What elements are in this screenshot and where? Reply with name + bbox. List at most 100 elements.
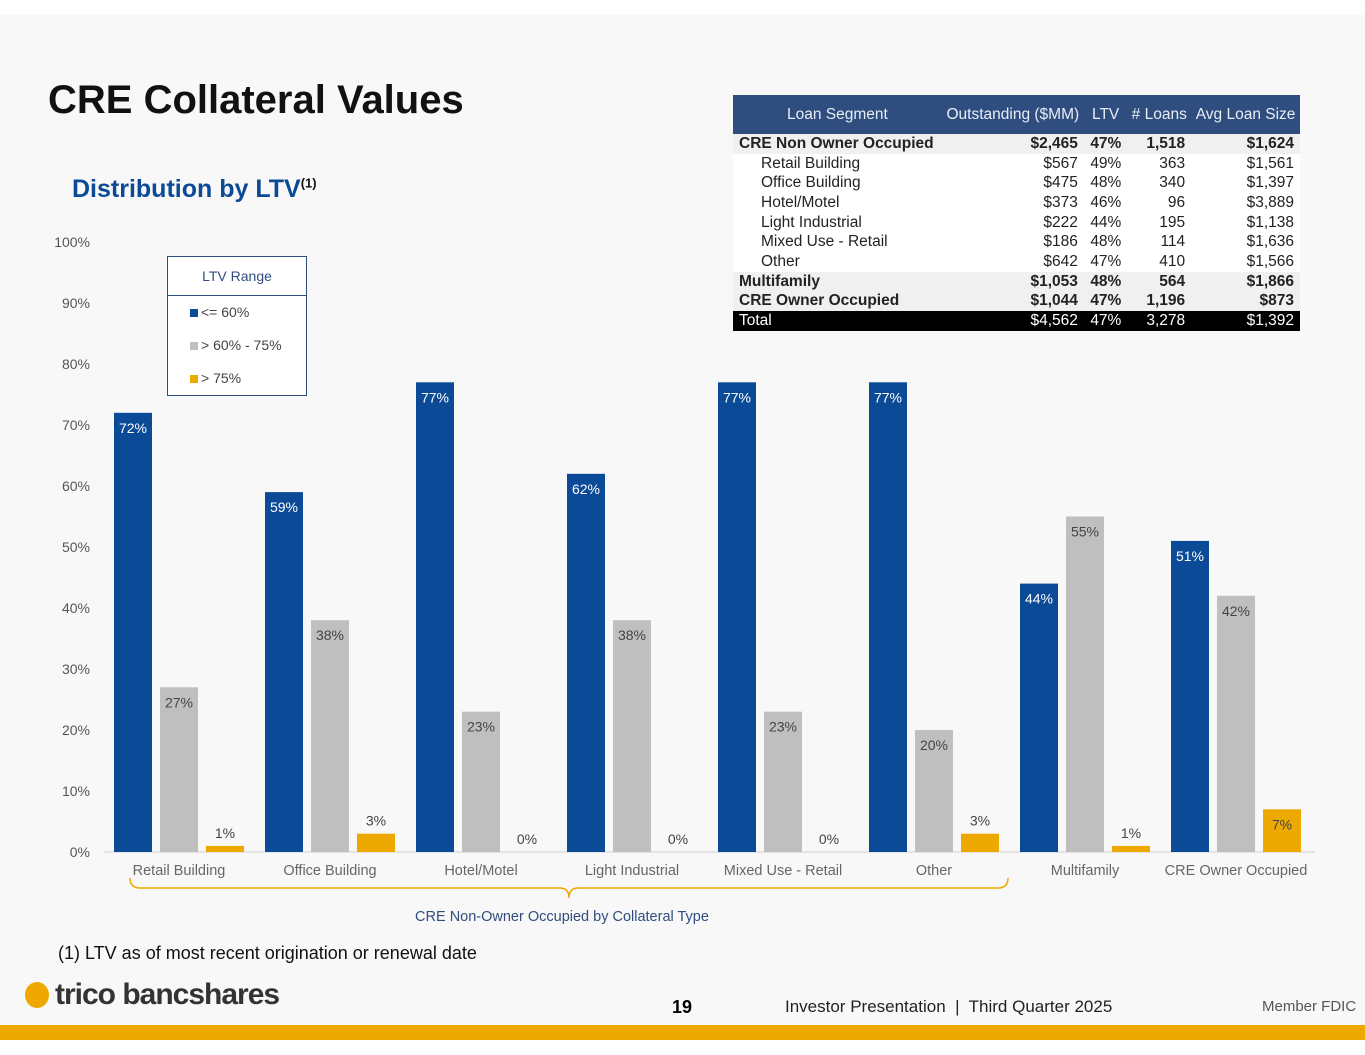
company-logo: trico bancshares	[25, 978, 280, 1012]
table-row: Total $4,562 47% 3,278 $1,392	[733, 311, 1300, 331]
table-cell: 564	[1127, 271, 1192, 292]
data-label: 3%	[366, 813, 386, 829]
x-tick-label: Light Industrial	[585, 863, 679, 879]
table-cell: 48%	[1083, 271, 1128, 292]
bar	[462, 711, 500, 852]
table-cell: $186	[941, 232, 1084, 253]
table-header: # Loans	[1127, 95, 1192, 134]
bar	[961, 833, 999, 852]
data-label: 7%	[1272, 816, 1292, 832]
bar	[160, 687, 198, 852]
table-cell: 47%	[1083, 134, 1128, 154]
legend-title: LTV Range	[168, 257, 306, 296]
table-cell: $1,866	[1191, 271, 1300, 292]
data-label: 0%	[819, 831, 839, 847]
legend-label: > 60% - 75%	[201, 337, 282, 353]
table-cell: Light Industrial	[733, 212, 942, 233]
table-cell: 46%	[1083, 193, 1128, 213]
legend-swatch	[190, 375, 198, 383]
data-label: 62%	[572, 481, 600, 497]
table-cell: 195	[1127, 212, 1192, 233]
table-cell: 48%	[1083, 232, 1128, 253]
table-cell: Multifamily	[733, 271, 942, 292]
data-label: 38%	[316, 627, 344, 643]
table-cell: $3,889	[1191, 193, 1300, 213]
table-cell: 47%	[1083, 252, 1128, 272]
legend-item: > 60% - 75%	[168, 329, 306, 362]
data-label: 59%	[270, 499, 298, 515]
y-tick-label: 20%	[62, 722, 90, 738]
bar	[1263, 809, 1301, 852]
bar	[764, 711, 802, 852]
data-label: 0%	[668, 831, 688, 847]
table-cell: 47%	[1083, 311, 1128, 331]
x-tick-label: Other	[916, 863, 952, 879]
table-cell: Hotel/Motel	[733, 193, 942, 213]
data-label: 44%	[1025, 591, 1053, 607]
table-cell: $1,397	[1191, 173, 1300, 194]
data-label: 20%	[920, 737, 948, 753]
ltv-bar-chart: 0% 10% 20% 30% 40% 50% 60% 70% 80% 90% 100% 72% 27% 1…	[54, 234, 1315, 925]
x-tick-label: CRE Owner Occupied	[1165, 863, 1308, 879]
bar	[1066, 516, 1104, 852]
table-cell: $1,138	[1191, 212, 1300, 233]
table-row: Hotel/Motel $373 46% 96 $3,889	[733, 193, 1300, 213]
bracket-label: CRE Non-Owner Occupied by Collateral Typ…	[415, 909, 709, 925]
table-cell: $1,044	[941, 291, 1084, 312]
bar	[357, 833, 395, 852]
legend-label: > 75%	[201, 370, 242, 386]
presentation-label: Investor Presentation | Third Quarter 20…	[785, 997, 1113, 1016]
table-cell: $642	[941, 252, 1084, 272]
table-cell: 363	[1127, 153, 1192, 174]
y-tick-label: 40%	[62, 600, 90, 616]
legend-swatch	[190, 342, 198, 350]
table-row: Retail Building $567 49% 363 $1,561	[733, 153, 1300, 174]
data-label: 77%	[874, 389, 902, 405]
table-cell: $1,561	[1191, 153, 1300, 174]
table-header: Loan Segment	[733, 95, 942, 134]
table-row: Other $642 47% 410 $1,566	[733, 252, 1300, 272]
table-cell: 410	[1127, 252, 1192, 272]
table-row: Mixed Use - Retail $186 48% 114 $1,636	[733, 232, 1300, 253]
logo-text: trico bancshares	[55, 978, 280, 1011]
legend-swatch	[190, 309, 198, 317]
bar	[1020, 583, 1058, 852]
table-header: Outstanding ($MM)	[941, 95, 1084, 134]
footnote: (1) LTV as of most recent origination or…	[58, 943, 477, 963]
bar	[1217, 595, 1255, 852]
subtitle-text: Distribution by LTV	[72, 175, 301, 203]
table-cell: 48%	[1083, 173, 1128, 194]
bar	[311, 620, 349, 852]
bar	[869, 382, 907, 852]
table-cell: $222	[941, 212, 1084, 233]
table-cell: Retail Building	[733, 153, 942, 174]
table-header: LTV	[1083, 95, 1128, 134]
member-fdic: Member FDIC	[1262, 998, 1357, 1015]
data-label: 3%	[970, 813, 990, 829]
table-cell: 3,278	[1127, 311, 1192, 331]
x-tick-label: Mixed Use - Retail	[724, 863, 842, 879]
y-tick-label: 60%	[62, 478, 90, 494]
table-cell: 47%	[1083, 291, 1128, 312]
footer-bar	[0, 1025, 1365, 1040]
x-tick-label: Office Building	[283, 863, 376, 879]
y-tick-label: 0%	[70, 844, 90, 860]
bar	[613, 620, 651, 852]
table-cell: $4,562	[941, 311, 1084, 331]
table-cell: Mixed Use - Retail	[733, 232, 942, 253]
data-label: 77%	[421, 389, 449, 405]
table-cell: $567	[941, 153, 1084, 174]
data-label: 51%	[1176, 548, 1204, 564]
bar	[567, 473, 605, 852]
data-label: 27%	[165, 694, 193, 710]
x-tick-label: Retail Building	[133, 863, 226, 879]
y-tick-label: 10%	[62, 783, 90, 799]
table-cell: 1,196	[1127, 291, 1192, 312]
bar	[114, 412, 152, 852]
table-cell: $373	[941, 193, 1084, 213]
data-label: 1%	[215, 825, 235, 841]
x-tick-label: Multifamily	[1051, 863, 1120, 879]
table-cell: 44%	[1083, 212, 1128, 233]
page-title: CRE Collateral Values	[48, 78, 464, 122]
legend-item: <= 60%	[168, 296, 306, 329]
